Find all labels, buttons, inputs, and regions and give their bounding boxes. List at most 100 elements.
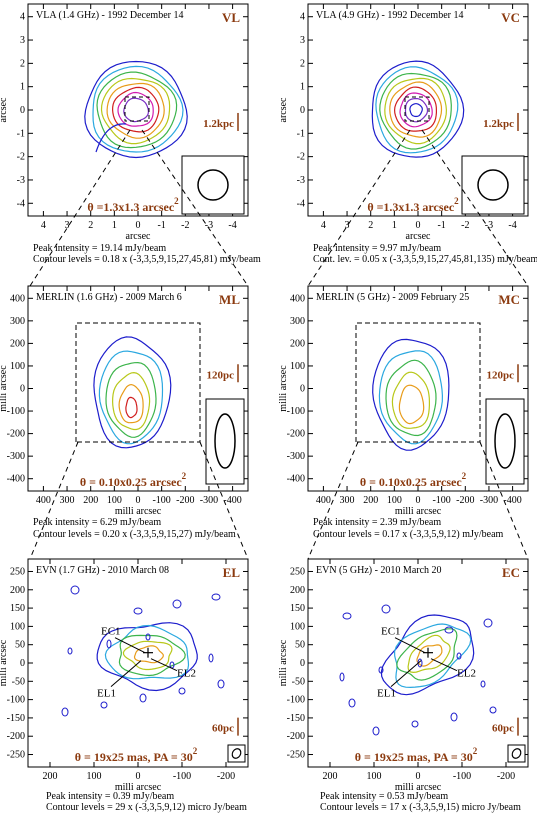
ml-contour [125,396,138,419]
ec-noise-contour [381,604,391,614]
ec-ytick-label: 0 [300,658,305,669]
el-leader [114,637,146,654]
vl-ytick-label: 1 [20,82,25,93]
mc-beam-ellipse [494,413,516,469]
el-ytick-label: -150 [7,713,25,724]
ml-xtick-label: -300 [200,495,218,506]
ml-xtick-label: 100 [107,495,122,506]
mc-xtick-label: 300 [340,495,355,506]
el-leader [110,660,142,688]
ec-ytick-label: -100 [287,695,305,706]
ec-ytick-label: -200 [287,731,305,742]
ml-ytick-label: -300 [7,451,25,462]
vl-xtick-label: 4 [41,220,46,231]
ml-zoom-box [75,322,201,443]
vl-ytick-label: 0 [20,105,25,116]
vl-xtick-label: 3 [65,220,70,231]
zoom-connector-line [421,129,529,287]
vl-ylabel: arcsec [0,97,9,123]
ec-noise-contour [411,720,419,728]
el-noise-contour [211,593,221,601]
mc-beam-box [485,398,525,485]
vc-beam-text-main: θ =1.3x1.3 arcsec [367,200,455,214]
vl-xtick-label: 0 [136,220,141,231]
ec-noise-contour [378,666,384,674]
el-label-ec1: EC1 [101,626,121,638]
vl-xtick-label: 2 [88,220,93,231]
ec-scale-label: 60pc [492,723,514,735]
mc-ytick-label: 300 [290,316,305,327]
mc-contour-levels: Contour levels = 0.17 x (-3,3,5,9,12) mJ… [313,529,504,540]
ec-xtick-label: 200 [323,771,338,782]
mc-contour [378,350,444,445]
vl-xlabel: arcsec [126,231,152,242]
vl-scale-label: 1.2kpc [203,118,234,130]
ml-beam-text: θ = 0.10x0.25 arcsec2 [80,471,187,489]
mc-beam-text-sup: 2 [462,471,467,481]
el-noise-contour [133,607,143,615]
vc-scale-label: 1.2kpc [483,118,514,130]
vc-panel: 4 3 2 1 0 -1 -2 -3 -4 4 3 2 1 0 -1 -2 -3 -4 arcsec arcsec VL… [278,3,529,242]
vc-xtick-label: -2 [461,220,469,231]
vl-contour [123,97,150,123]
el-ytick-label: -50 [12,676,25,687]
el-contour [122,640,173,671]
ml-peak-intensity: Peak intensity = 6.29 mJy/beam [33,517,162,528]
el-beam-box [227,744,246,763]
mc-ytick-label: 400 [290,293,305,304]
ml-contour [118,383,144,424]
vl-beam-ellipse [197,169,229,201]
ec-xtick-label: 0 [416,771,421,782]
el-noise-contour [208,653,214,663]
vl-panel: 4 3 2 1 0 -1 -2 -3 -4 4 3 2 1 0 -1 -2 -3 -4 arcsec arcsec VL… [0,3,249,242]
el-noise-contour [67,647,73,655]
vl-ytick-label: 2 [20,58,25,69]
ec-ytick-label: 200 [290,585,305,596]
ec-contour-levels: Contour levels = 17 x (-3,3,5,9,15) micr… [320,802,521,813]
vc-code: VC [501,10,520,25]
vl-beam-text: θ =1.3x1.3 arcsec2 [87,196,179,214]
el-xtick-label: -200 [217,771,235,782]
vl-xtick-label: 1 [112,220,117,231]
vl-ytick-label: -1 [17,128,25,139]
el-xtick-label: -100 [173,771,191,782]
vl-beam-box [181,155,245,215]
zoom-connector-line [479,441,529,560]
ml-beam-box [205,398,245,485]
vc-xlabel: arcsec [406,231,432,242]
vl-contour [84,60,188,159]
el-xlabel: milli arcsec [115,782,162,793]
mc-peak-intensity: Peak intensity = 2.39 mJy/beam [313,517,442,528]
ml-scale-label: 120pc [207,369,235,381]
vc-ylabel: arcsec [278,97,289,123]
ml-contour [98,350,164,445]
ec-ytick-label: 150 [290,603,305,614]
el-noise-contour [178,687,186,695]
ec-contour [416,644,443,667]
mc-xtick-label: -400 [503,495,521,506]
vl-contour [117,91,154,127]
ec-ytick-label: -150 [287,713,305,724]
mc-ytick-label: 100 [290,361,305,372]
vc-contour [404,98,429,123]
mc-ytick-label: -400 [287,474,305,485]
el-noise-contour [70,585,80,595]
el-beam-text: θ = 19x25 mas, PA = 302 [75,746,198,764]
ml-beam-text-sup: 2 [182,471,187,481]
vl-ytick-label: -2 [17,152,25,163]
vc-xtick-label: -4 [508,220,516,231]
el-ytick-label: 50 [15,640,25,651]
ml-ytick-label: -100 [7,406,25,417]
vc-xtick-label: -3 [485,220,493,231]
mc-contour [391,371,430,429]
el-ytick-label: 150 [10,603,25,614]
ec-ytick-label: 100 [290,621,305,632]
ml-xtick-label: -400 [223,495,241,506]
ml-xtick-label: 400 [36,495,51,506]
ec-contour [380,614,475,696]
el-ytick-label: 100 [10,621,25,632]
el-noise-contour [172,599,182,609]
ec-beam-text-main: θ = 19x25 mas, PA = 30 [355,750,473,764]
vc-xtick-label: 0 [416,220,421,231]
